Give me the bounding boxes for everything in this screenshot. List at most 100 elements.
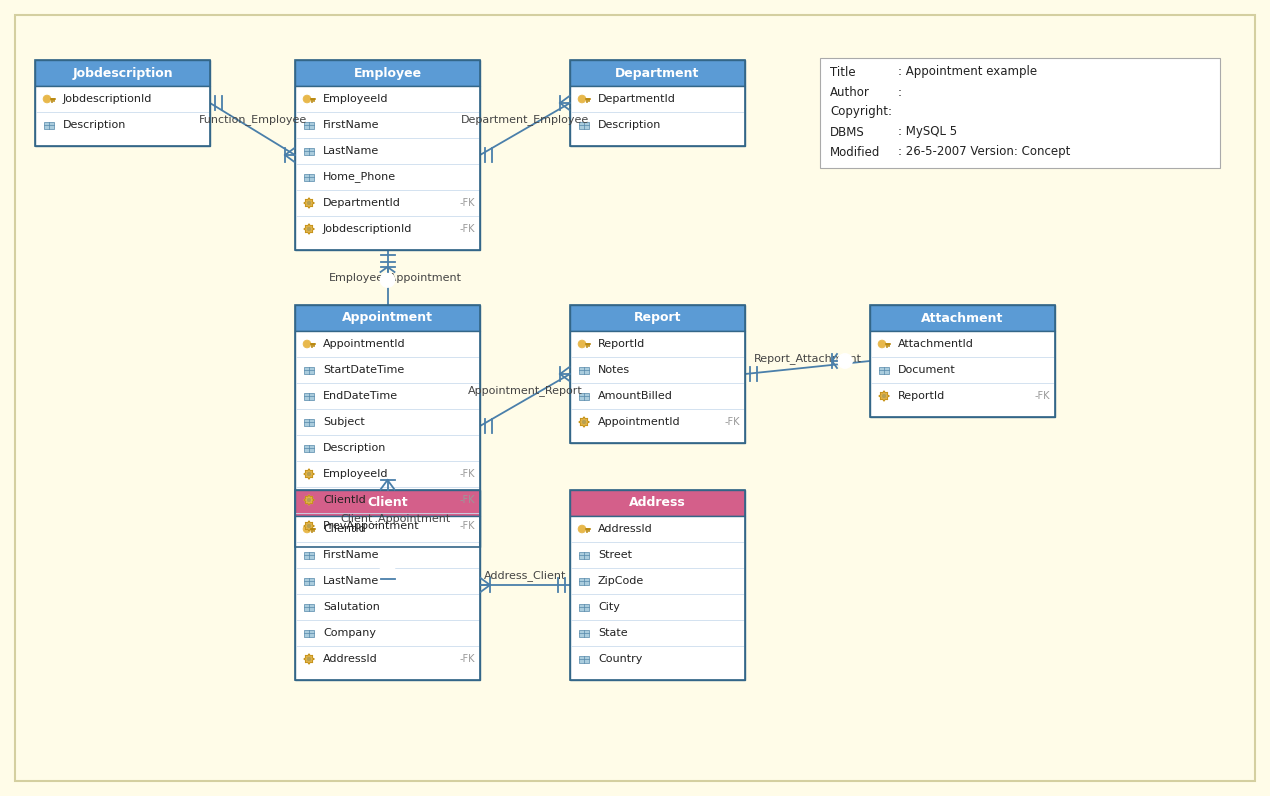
Text: Author: Author <box>831 85 870 99</box>
Text: DepartmentId: DepartmentId <box>323 198 401 208</box>
Circle shape <box>307 525 311 528</box>
FancyBboxPatch shape <box>305 174 314 181</box>
Text: State: State <box>598 628 627 638</box>
FancyBboxPatch shape <box>870 305 1055 331</box>
Text: City: City <box>598 602 620 612</box>
FancyBboxPatch shape <box>570 331 745 443</box>
Text: Department_Employee: Department_Employee <box>461 115 589 126</box>
Polygon shape <box>304 521 314 531</box>
Polygon shape <box>579 417 589 427</box>
FancyBboxPatch shape <box>44 122 53 128</box>
Text: DBMS: DBMS <box>831 126 865 139</box>
Circle shape <box>578 96 585 103</box>
Text: Title: Title <box>831 65 856 79</box>
Text: Client_Appointment: Client_Appointment <box>340 513 451 524</box>
Circle shape <box>304 96 311 103</box>
FancyBboxPatch shape <box>579 655 588 662</box>
FancyBboxPatch shape <box>570 60 745 86</box>
Text: ReportId: ReportId <box>898 391 945 401</box>
FancyBboxPatch shape <box>579 122 588 128</box>
Circle shape <box>307 473 311 475</box>
Text: LastName: LastName <box>323 146 380 156</box>
Circle shape <box>578 340 585 348</box>
FancyBboxPatch shape <box>820 58 1220 168</box>
Circle shape <box>307 201 311 205</box>
Text: : 26-5-2007 Version: Concept: : 26-5-2007 Version: Concept <box>898 146 1071 158</box>
Polygon shape <box>304 495 314 505</box>
FancyBboxPatch shape <box>305 630 314 637</box>
Text: JobdescriptionId: JobdescriptionId <box>64 94 152 104</box>
FancyBboxPatch shape <box>879 366 889 373</box>
Text: PrevAppointment: PrevAppointment <box>323 521 419 531</box>
Text: AttachmentId: AttachmentId <box>898 339 974 349</box>
FancyBboxPatch shape <box>295 86 480 250</box>
FancyBboxPatch shape <box>295 60 480 86</box>
Circle shape <box>838 354 852 368</box>
Text: Description: Description <box>323 443 386 453</box>
Circle shape <box>307 657 311 661</box>
Polygon shape <box>304 469 314 479</box>
Text: -FK: -FK <box>460 521 475 531</box>
Text: AppointmentId: AppointmentId <box>598 417 681 427</box>
Text: ClientId: ClientId <box>323 495 366 505</box>
FancyBboxPatch shape <box>579 578 588 584</box>
FancyBboxPatch shape <box>579 392 588 400</box>
Text: Notes: Notes <box>598 365 630 375</box>
Text: Function_Employee: Function_Employee <box>198 115 306 126</box>
Text: Employee_Appointment: Employee_Appointment <box>329 272 462 283</box>
Text: -FK: -FK <box>1035 391 1050 401</box>
Text: : Appointment example: : Appointment example <box>898 65 1038 79</box>
FancyBboxPatch shape <box>305 392 314 400</box>
Text: DepartmentId: DepartmentId <box>598 94 676 104</box>
FancyBboxPatch shape <box>305 444 314 451</box>
FancyBboxPatch shape <box>570 516 745 680</box>
Text: Employee: Employee <box>353 67 422 80</box>
Circle shape <box>883 395 885 397</box>
Text: -FK: -FK <box>724 417 740 427</box>
Text: AddressId: AddressId <box>323 654 377 664</box>
Text: Department: Department <box>615 67 700 80</box>
Circle shape <box>381 273 395 287</box>
Text: Description: Description <box>64 120 127 130</box>
FancyBboxPatch shape <box>579 603 588 611</box>
Text: Report_Attachment: Report_Attachment <box>753 353 861 364</box>
FancyBboxPatch shape <box>570 305 745 331</box>
FancyBboxPatch shape <box>295 490 480 516</box>
Text: EmployeeId: EmployeeId <box>323 469 389 479</box>
Text: Client: Client <box>367 497 408 509</box>
Text: -FK: -FK <box>460 654 475 664</box>
Polygon shape <box>304 654 314 664</box>
Text: Jobdescription: Jobdescription <box>72 67 173 80</box>
Text: : MySQL 5: : MySQL 5 <box>898 126 958 139</box>
Text: ClientId: ClientId <box>323 524 366 534</box>
Text: Address: Address <box>629 497 686 509</box>
Text: -FK: -FK <box>460 495 475 505</box>
Text: Description: Description <box>598 120 662 130</box>
Text: AmountBilled: AmountBilled <box>598 391 673 401</box>
FancyBboxPatch shape <box>295 305 480 331</box>
Circle shape <box>307 228 311 231</box>
Text: Subject: Subject <box>323 417 364 427</box>
Text: -FK: -FK <box>460 198 475 208</box>
FancyBboxPatch shape <box>305 122 314 128</box>
Text: Appointment_Report: Appointment_Report <box>467 385 583 396</box>
Text: AppointmentId: AppointmentId <box>323 339 405 349</box>
FancyBboxPatch shape <box>295 516 480 680</box>
Circle shape <box>578 525 585 533</box>
Circle shape <box>43 96 51 103</box>
FancyBboxPatch shape <box>295 331 480 547</box>
Text: StartDateTime: StartDateTime <box>323 365 404 375</box>
Text: Company: Company <box>323 628 376 638</box>
Text: LastName: LastName <box>323 576 380 586</box>
FancyBboxPatch shape <box>36 86 210 146</box>
Text: JobdescriptionId: JobdescriptionId <box>323 224 413 234</box>
FancyBboxPatch shape <box>305 578 314 584</box>
Text: EndDateTime: EndDateTime <box>323 391 398 401</box>
FancyBboxPatch shape <box>570 490 745 516</box>
FancyBboxPatch shape <box>579 552 588 559</box>
Circle shape <box>307 498 311 501</box>
Text: Street: Street <box>598 550 632 560</box>
Circle shape <box>304 340 311 348</box>
Text: Report: Report <box>634 311 681 325</box>
Text: Appointment: Appointment <box>342 311 433 325</box>
